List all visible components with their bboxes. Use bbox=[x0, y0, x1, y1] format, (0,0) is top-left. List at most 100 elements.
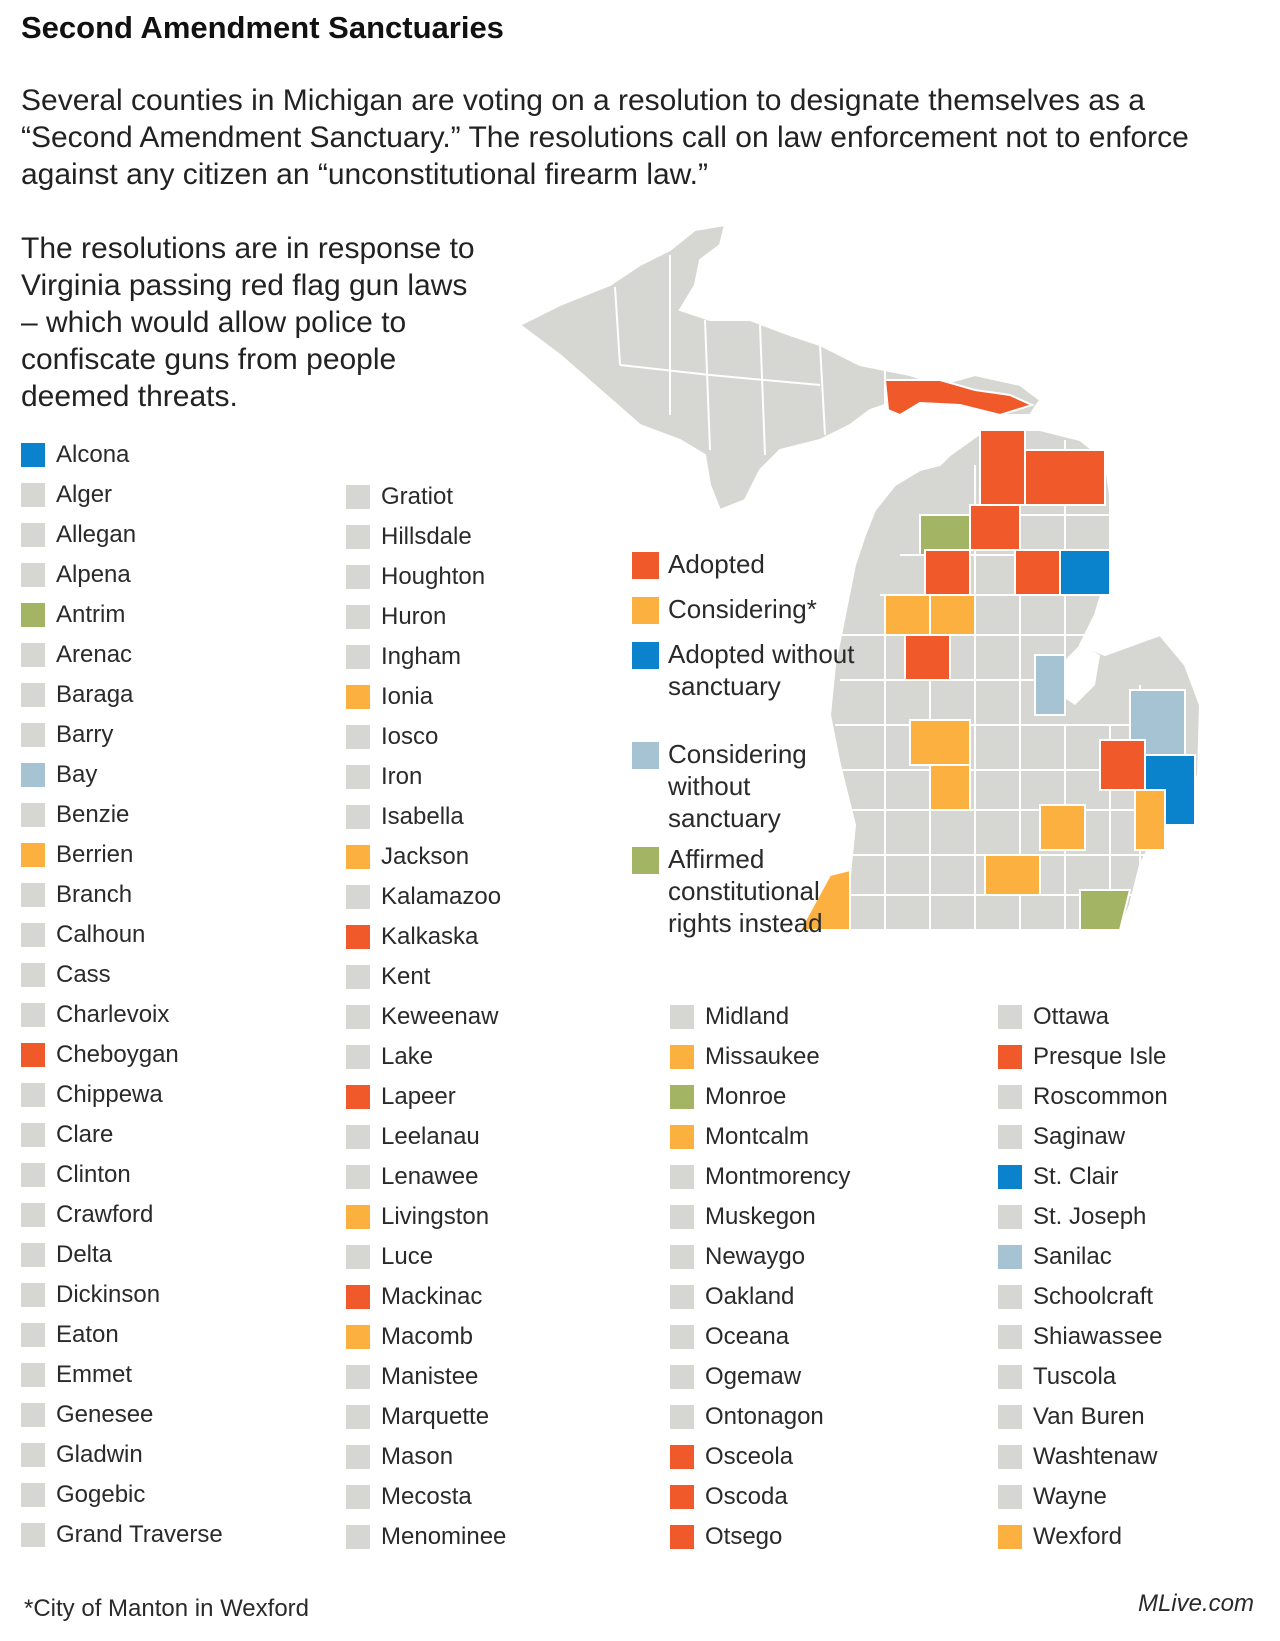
county-name: Barry bbox=[56, 721, 114, 748]
legend-item-considering-without: Considering without sanctuary bbox=[632, 738, 858, 834]
county-item-roscommon: Roscommon bbox=[998, 1082, 1168, 1112]
county-item-grand-traverse: Grand Traverse bbox=[21, 1520, 223, 1550]
county-swatch bbox=[21, 843, 45, 867]
county-name: Oscoda bbox=[705, 1483, 788, 1510]
county-name: Mason bbox=[381, 1443, 454, 1470]
county-item-presque-isle: Presque Isle bbox=[998, 1042, 1166, 1072]
mackinac-county-shape bbox=[883, 379, 1035, 417]
county-swatch bbox=[670, 1005, 694, 1029]
county-swatch bbox=[21, 1203, 45, 1227]
county-name: Schoolcraft bbox=[1033, 1283, 1154, 1310]
county-swatch bbox=[346, 1165, 370, 1189]
county-item-gratiot: Gratiot bbox=[346, 482, 453, 512]
footnote: *City of Manton in Wexford bbox=[24, 1595, 310, 1622]
status-counties bbox=[798, 429, 1196, 931]
county-item-oscoda: Oscoda bbox=[670, 1482, 788, 1512]
county-name: Alpena bbox=[56, 561, 131, 588]
county-swatch bbox=[21, 883, 45, 907]
county-name: Lenawee bbox=[381, 1163, 479, 1190]
county-name: Genesee bbox=[56, 1401, 154, 1428]
county-swatch bbox=[670, 1525, 694, 1549]
county-swatch bbox=[21, 1323, 45, 1347]
county-name: Clinton bbox=[56, 1161, 131, 1188]
county-item-alcona: Alcona bbox=[21, 440, 129, 470]
county-name: Hillsdale bbox=[381, 523, 472, 550]
county-name: Keweenaw bbox=[381, 1003, 499, 1030]
county-item-ontonagon: Ontonagon bbox=[670, 1402, 824, 1432]
county-emmet-cheboygan bbox=[979, 429, 1026, 506]
county-item-luce: Luce bbox=[346, 1242, 433, 1272]
county-swatch bbox=[346, 1365, 370, 1389]
county-swatch bbox=[670, 1365, 694, 1389]
county-swatch bbox=[998, 1085, 1022, 1109]
county-item-hillsdale: Hillsdale bbox=[346, 522, 472, 552]
county-swatch bbox=[346, 1045, 370, 1069]
county-swatch bbox=[670, 1485, 694, 1509]
county-jackson bbox=[984, 854, 1041, 896]
county-name: Washtenaw bbox=[1033, 1443, 1158, 1470]
county-swatch bbox=[346, 845, 370, 869]
county-name: Livingston bbox=[381, 1203, 490, 1230]
county-name: Shiawassee bbox=[1033, 1323, 1163, 1350]
county-item-st-joseph: St. Joseph bbox=[998, 1202, 1146, 1232]
county-item-missaukee: Missaukee bbox=[670, 1042, 820, 1072]
county-otsego bbox=[969, 504, 1021, 551]
county-name: Houghton bbox=[381, 563, 486, 590]
county-swatch bbox=[346, 1325, 370, 1349]
county-name: Emmet bbox=[56, 1361, 133, 1388]
county-item-osceola: Osceola bbox=[670, 1442, 793, 1472]
county-swatch bbox=[21, 1403, 45, 1427]
county-item-jackson: Jackson bbox=[346, 842, 469, 872]
county-name: Cass bbox=[56, 961, 111, 988]
county-name: Ingham bbox=[381, 643, 462, 670]
county-swatch bbox=[346, 805, 370, 829]
county-name: Leelanau bbox=[381, 1123, 480, 1150]
county-swatch bbox=[998, 1525, 1022, 1549]
county-swatch bbox=[998, 1005, 1022, 1029]
county-name: St. Clair bbox=[1033, 1163, 1119, 1190]
county-swatch bbox=[346, 485, 370, 509]
county-wexford bbox=[884, 594, 931, 636]
county-item-cheboygan: Cheboygan bbox=[21, 1040, 179, 1070]
legend-item-adopted-without: Adopted without sanctuary bbox=[632, 638, 858, 702]
county-item-otsego: Otsego bbox=[670, 1522, 782, 1552]
county-name: Mackinac bbox=[381, 1283, 483, 1310]
county-swatch bbox=[998, 1125, 1022, 1149]
county-swatch bbox=[998, 1285, 1022, 1309]
county-item-genesee: Genesee bbox=[21, 1400, 153, 1430]
county-name: Alcona bbox=[56, 441, 130, 468]
county-name: Calhoun bbox=[56, 921, 146, 948]
county-berrien bbox=[798, 868, 851, 931]
county-name: Ogemaw bbox=[705, 1363, 802, 1390]
county-item-mackinac: Mackinac bbox=[346, 1282, 482, 1312]
county-item-kalamazoo: Kalamazoo bbox=[346, 882, 501, 912]
legend-label-adopted: Adopted bbox=[668, 549, 765, 579]
county-name: Montmorency bbox=[705, 1163, 851, 1190]
county-name: Charlevoix bbox=[56, 1001, 170, 1028]
michigan-county-map bbox=[520, 225, 1202, 931]
county-item-ionia: Ionia bbox=[346, 682, 433, 712]
county-name: Jackson bbox=[381, 843, 470, 870]
county-swatch bbox=[998, 1365, 1022, 1389]
county-name: Wexford bbox=[1033, 1523, 1122, 1550]
county-name: Baraga bbox=[56, 681, 134, 708]
county-kalkaska bbox=[924, 549, 971, 596]
county-swatch bbox=[346, 1445, 370, 1469]
source-credit: MLive.com bbox=[1137, 1590, 1254, 1617]
county-item-delta: Delta bbox=[21, 1240, 112, 1270]
county-item-kalkaska: Kalkaska bbox=[346, 922, 478, 952]
county-item-iron: Iron bbox=[346, 762, 422, 792]
county-swatch bbox=[998, 1245, 1022, 1269]
county-swatch bbox=[670, 1285, 694, 1309]
county-swatch bbox=[346, 645, 370, 669]
county-name: Bay bbox=[56, 761, 98, 788]
county-name: Macomb bbox=[381, 1323, 474, 1350]
county-item-washtenaw: Washtenaw bbox=[998, 1442, 1158, 1472]
county-item-midland: Midland bbox=[670, 1002, 789, 1032]
county-swatch bbox=[998, 1165, 1022, 1189]
county-name: Grand Traverse bbox=[56, 1521, 223, 1548]
county-name: Wayne bbox=[1033, 1483, 1107, 1510]
county-item-mason: Mason bbox=[346, 1442, 453, 1472]
legend-item-considering: Considering* bbox=[632, 593, 858, 625]
county-item-van-buren: Van Buren bbox=[998, 1402, 1145, 1432]
